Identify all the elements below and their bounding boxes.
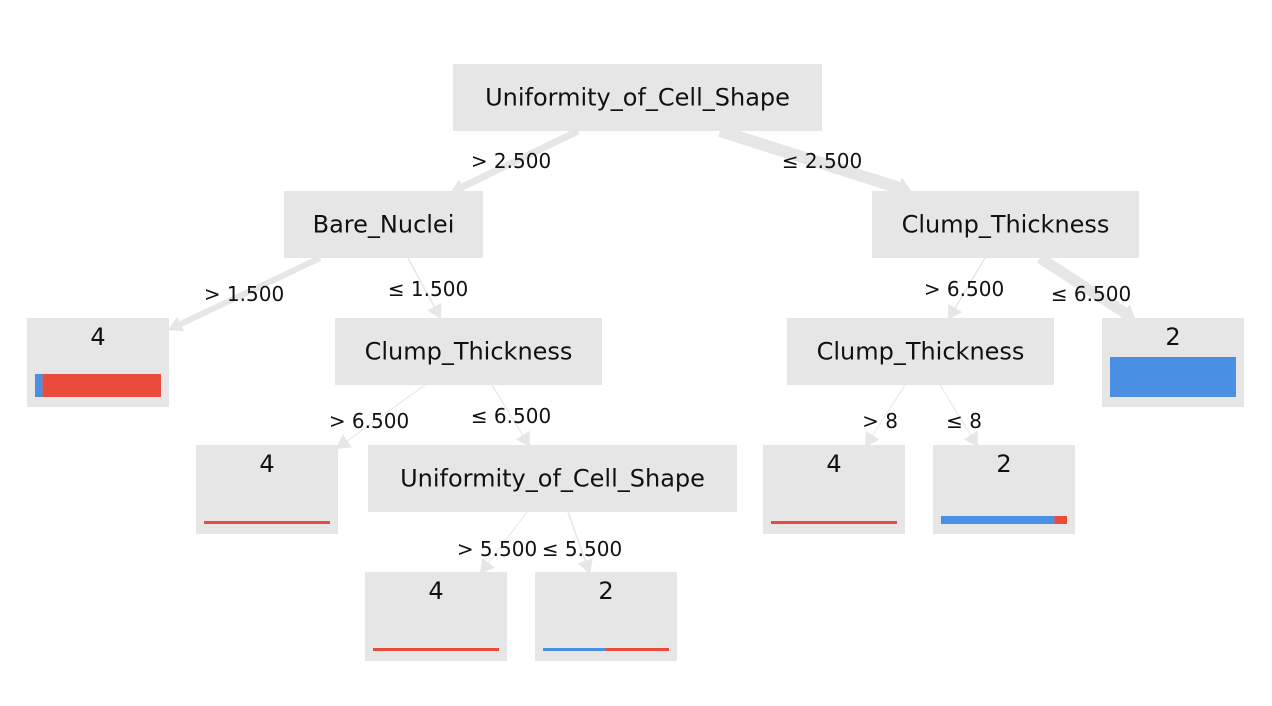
node-box [453, 64, 822, 131]
edge-line [718, 125, 901, 194]
node-box [763, 445, 905, 534]
edge-arrowhead [963, 430, 978, 447]
edge-label: > 5.500 [457, 537, 537, 561]
edge-line [939, 384, 972, 436]
leaf-class-label: 4 [826, 450, 841, 478]
class-2-share-bar [1110, 357, 1236, 397]
class-4-share-bar [204, 521, 330, 524]
edge-label: ≤ 2.500 [782, 149, 862, 173]
edge-arrowhead [577, 558, 593, 574]
edge-label: ≤ 8 [946, 409, 982, 433]
edge-line [179, 255, 322, 327]
edge-line [491, 384, 524, 436]
node-box [365, 572, 507, 661]
node-feature-label: Clump_Thickness [365, 338, 573, 366]
class-2-share-bar [941, 516, 1055, 524]
edge-label: > 6.500 [329, 409, 409, 433]
edge-label: ≤ 5.500 [542, 537, 622, 561]
edge-label: ≤ 6.500 [471, 404, 551, 428]
class-2-share-bar [543, 648, 606, 651]
edge-e10: > 5.500 [457, 511, 537, 574]
edge-e0: > 2.500 [450, 127, 580, 195]
split-node-n8: Uniformity_of_Cell_Shape [368, 445, 737, 512]
split-node-n5: Clump_Thickness [787, 318, 1054, 385]
edge-arrowhead [450, 179, 467, 195]
node-box [196, 445, 338, 534]
leaf-class-label: 2 [996, 450, 1011, 478]
class-4-share-bar [42, 374, 162, 397]
node-box [787, 318, 1054, 385]
edge-line [954, 257, 986, 309]
split-node-n0: Uniformity_of_Cell_Shape [453, 64, 822, 131]
edge-line [347, 384, 426, 442]
edge-arrowhead [168, 316, 185, 332]
edge-line [567, 511, 587, 562]
edges-layer: > 2.500 ≤ 2.500 > 1.500 ≤ 1.500 > 6.500 ≤ 6.5… [168, 125, 1136, 574]
edge-e5: ≤ 6.500 [1037, 253, 1136, 321]
leaf-class-label: 2 [598, 577, 613, 605]
leaf-class-label: 2 [1165, 323, 1180, 351]
edge-e7: ≤ 6.500 [471, 384, 551, 447]
edge-line [407, 257, 435, 308]
class-4-share-bar [771, 521, 897, 524]
leaf-node-n9: 4 [365, 572, 507, 661]
leaf-node-n7: 4 [196, 445, 338, 534]
edge-label: > 6.500 [924, 277, 1004, 301]
edge-e9: ≤ 8 [939, 384, 982, 447]
leaf-class-label: 4 [259, 450, 274, 478]
leaf-node-n6: 2 [1102, 318, 1244, 407]
edge-e2: > 1.500 [168, 255, 322, 332]
edge-e1: ≤ 2.500 [718, 125, 912, 199]
edge-line [872, 384, 906, 436]
node-feature-label: Clump_Thickness [817, 338, 1025, 366]
class-4-share-bar [373, 648, 499, 651]
node-feature-label: Uniformity_of_Cell_Shape [400, 465, 705, 493]
edge-label: ≤ 6.500 [1051, 282, 1131, 306]
split-node-n2: Clump_Thickness [872, 191, 1139, 258]
edge-arrowhead [480, 558, 495, 574]
leaf-node-n11: 4 [763, 445, 905, 534]
edge-arrowhead [427, 302, 442, 319]
node-feature-label: Uniformity_of_Cell_Shape [485, 84, 790, 112]
leaf-class-label: 4 [90, 323, 105, 351]
edge-e3: ≤ 1.500 [388, 257, 468, 319]
edge-e6: > 6.500 [329, 384, 426, 449]
leaf-node-n3: 4 [27, 318, 169, 407]
class-2-share-bar [35, 374, 43, 397]
split-node-n4: Clump_Thickness [335, 318, 602, 385]
edge-arrowhead [336, 434, 353, 449]
nodes-layer: Uniformity_of_Cell_Shape Bare_Nuclei Clump… [27, 64, 1244, 661]
edge-label: > 8 [862, 409, 898, 433]
split-node-n1: Bare_Nuclei [284, 191, 483, 258]
class-4-share-bar [1054, 516, 1067, 524]
node-box [535, 572, 677, 661]
node-box [872, 191, 1139, 258]
edge-arrowhead [515, 430, 530, 447]
edge-line [1037, 253, 1128, 318]
class-4-share-bar [606, 648, 669, 651]
edge-e8: > 8 [862, 384, 906, 447]
node-feature-label: Clump_Thickness [902, 211, 1110, 239]
edge-arrowhead [1118, 304, 1136, 321]
leaf-node-n10: 2 [535, 572, 677, 661]
edge-arrowhead [948, 303, 963, 320]
node-box [284, 191, 483, 258]
edge-e4: > 6.500 [924, 257, 1004, 320]
edge-label: > 2.500 [471, 149, 551, 173]
leaf-node-n12: 2 [933, 445, 1075, 534]
node-feature-label: Bare_Nuclei [313, 211, 455, 239]
edge-label: ≤ 1.500 [388, 277, 468, 301]
node-box [368, 445, 737, 512]
edge-e11: ≤ 5.500 [542, 511, 622, 574]
node-box [335, 318, 602, 385]
leaf-class-label: 4 [428, 577, 443, 605]
edge-label: > 1.500 [204, 282, 284, 306]
edge-arrowhead [865, 430, 880, 447]
edge-line [461, 127, 580, 191]
edge-line [488, 511, 528, 564]
